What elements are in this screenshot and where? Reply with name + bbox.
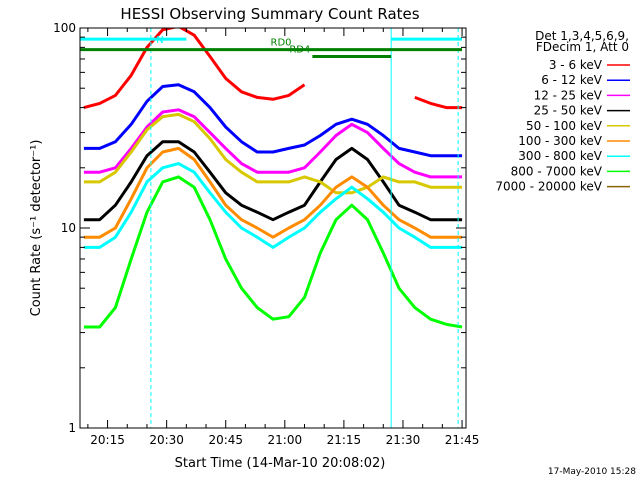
series-line-7 bbox=[83, 162, 463, 249]
legend-label: 25 - 50 keV bbox=[534, 104, 603, 118]
status-bar-label: N bbox=[156, 35, 163, 46]
legend-label: 100 - 300 keV bbox=[518, 134, 602, 148]
x-tick-label: 20:30 bbox=[149, 433, 184, 447]
legend-header-line-2: FDecim 1, Att 0 bbox=[536, 40, 629, 54]
series-line-1 bbox=[83, 28, 463, 110]
x-tick-label: 21:00 bbox=[268, 433, 303, 447]
x-tick-label: 21:45 bbox=[445, 433, 480, 447]
legend-label: 300 - 800 keV bbox=[518, 149, 602, 163]
legend-label: 800 - 7000 keV bbox=[511, 164, 603, 178]
series-line-3 bbox=[83, 108, 463, 179]
legend-label: 6 - 12 keV bbox=[541, 73, 603, 87]
x-tick-label: 21:30 bbox=[386, 433, 421, 447]
axes-layer: 1 10 100 20:15 20:30 20:45 21:00 21:15 21:30 21:4… bbox=[53, 21, 479, 447]
x-tick-label: 20:45 bbox=[208, 433, 243, 447]
y-tick-label: 100 bbox=[53, 21, 76, 35]
status-bar-label: RD0 bbox=[271, 38, 292, 49]
y-tick-label: 10 bbox=[61, 221, 76, 235]
status-bar-label: RD4 bbox=[289, 45, 310, 56]
legend-label: 7000 - 20000 keV bbox=[495, 180, 602, 194]
series-line-8 bbox=[83, 175, 463, 329]
x-axis-label: Start Time (14-Mar-10 20:08:02) bbox=[175, 456, 386, 471]
legend-label: 12 - 25 keV bbox=[534, 88, 603, 102]
x-tick-label: 21:15 bbox=[327, 433, 362, 447]
y-axis-label: Count Rate (s⁻¹ detector⁻¹) bbox=[29, 140, 44, 317]
y-tick-label: 1 bbox=[68, 421, 76, 435]
series-layer bbox=[83, 28, 463, 329]
x-tick-label: 20:15 bbox=[90, 433, 125, 447]
footer-date: 17-May-2010 15:28 bbox=[548, 467, 636, 477]
legend-label: 3 - 6 keV bbox=[549, 58, 603, 72]
series-line-5 bbox=[83, 112, 463, 195]
legend: Det 1,3,4,5,6,9, FDecim 1, Att 0 3 - 6 k… bbox=[495, 29, 630, 194]
plot-frame bbox=[79, 27, 467, 429]
legend-header-line-1: Det 1,3,4,5,6,9, bbox=[535, 29, 629, 43]
series-line-2 bbox=[83, 83, 463, 158]
chart-title: HESSI Observing Summary Count Rates bbox=[120, 5, 419, 23]
series-line-6 bbox=[83, 146, 463, 239]
legend-label: 50 - 100 keV bbox=[526, 119, 603, 133]
series-line-4 bbox=[83, 140, 463, 222]
